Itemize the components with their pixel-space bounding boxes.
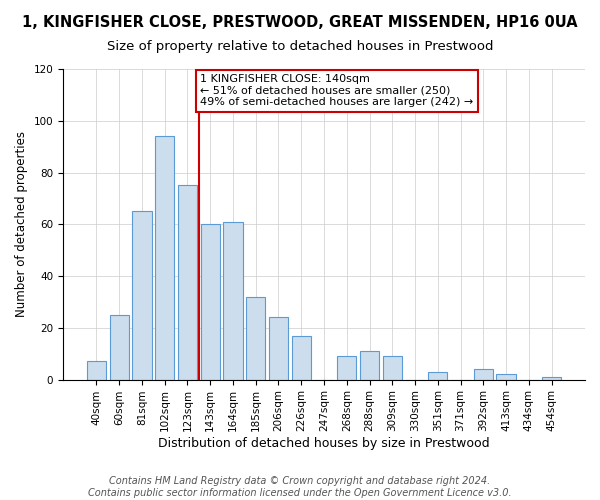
Y-axis label: Number of detached properties: Number of detached properties [15, 132, 28, 318]
Bar [132, 212, 152, 380]
Bar [473, 369, 493, 380]
Text: Size of property relative to detached houses in Prestwood: Size of property relative to detached ho… [107, 40, 493, 53]
Text: 1, KINGFISHER CLOSE, PRESTWOOD, GREAT MISSENDEN, HP16 0UA: 1, KINGFISHER CLOSE, PRESTWOOD, GREAT MI… [22, 15, 578, 30]
Bar [383, 356, 402, 380]
Bar [178, 186, 197, 380]
Text: 1 KINGFISHER CLOSE: 140sqm
← 51% of detached houses are smaller (250)
49% of sem: 1 KINGFISHER CLOSE: 140sqm ← 51% of deta… [200, 74, 473, 108]
Bar [223, 222, 242, 380]
Bar [110, 315, 129, 380]
Bar [155, 136, 175, 380]
Bar [292, 336, 311, 380]
X-axis label: Distribution of detached houses by size in Prestwood: Distribution of detached houses by size … [158, 437, 490, 450]
Bar [542, 377, 561, 380]
Bar [200, 224, 220, 380]
Text: Contains HM Land Registry data © Crown copyright and database right 2024.
Contai: Contains HM Land Registry data © Crown c… [88, 476, 512, 498]
Bar [269, 318, 288, 380]
Bar [246, 297, 265, 380]
Bar [337, 356, 356, 380]
Bar [428, 372, 448, 380]
Bar [87, 362, 106, 380]
Bar [360, 351, 379, 380]
Bar [496, 374, 516, 380]
